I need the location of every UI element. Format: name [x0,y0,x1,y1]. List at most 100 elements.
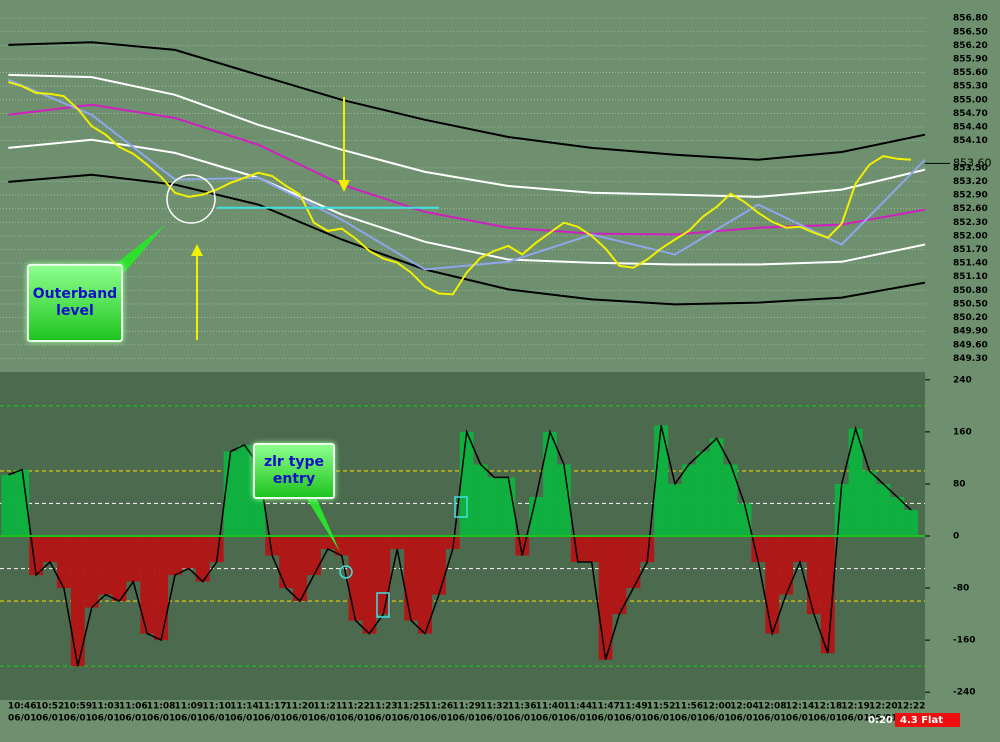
histogram-bar [418,536,432,634]
histogram-bar [1,474,16,536]
position-box [895,713,960,727]
histogram-bar [84,536,99,608]
x-tick-label: 11:36 [508,702,537,712]
x-date-label: 06/01 [64,714,92,724]
y-tick-label: 855.30 [953,82,988,92]
price-line [7,78,926,271]
histogram-bar [487,477,502,536]
y-tick-label: 849.90 [953,327,988,337]
x-date-label: 06/01 [369,714,397,724]
histogram-bar [556,464,571,536]
x-tick-label: 11:17 [258,702,287,712]
histogram-bar [376,536,391,615]
x-tick-label: 11:23 [369,702,398,712]
histogram-bar [348,536,363,621]
histogram-bar [737,503,752,536]
histogram-bar [876,483,891,536]
x-tick-label: 12:08 [758,702,787,712]
position: 4.3 Flat [900,715,943,726]
histogram-bar [237,444,252,536]
histogram-bar [862,470,877,536]
histogram-bar [473,464,488,536]
price-line [8,103,926,236]
y-tick-label: -160 [953,636,976,646]
histogram-bar [598,536,613,660]
y-tick-label: 852.90 [953,191,988,201]
x-tick-label: 11:21 [313,702,342,712]
x-date-label: 06/01 [647,714,675,724]
x-tick-label: 10:59 [63,702,92,712]
histogram-bar [529,496,544,536]
x-tick-label: 12:04 [730,702,759,712]
y-tick-label: 854.10 [953,136,988,146]
y-tick-label: -240 [953,688,976,698]
x-tick-label: 11:14 [230,702,259,712]
price-line [8,81,912,296]
annotation-line: Outerband [32,286,118,302]
callout-pointer [300,488,340,552]
x-tick-label: 10:46 [8,702,37,712]
annotation: Outerband level [27,264,123,342]
y-tick-label: 851.10 [953,272,988,282]
histogram-bar [154,536,169,641]
histogram-bar [279,536,294,589]
histogram-bar [459,431,474,536]
x-date-label: 06/01 [397,714,425,724]
oscillator-axis [925,372,1000,700]
histogram-bar [654,425,669,536]
x-date-label: 06/01 [341,714,369,724]
x-date-label: 06/01 [202,714,230,724]
histogram-bar [779,536,794,595]
y-tick-label: 850.50 [953,299,988,309]
histogram-bar [56,536,71,589]
arrow-head [338,180,350,192]
price-layer: 849.30 849.60 849.90 850.20 850.50 850.80 851.… [0,14,992,364]
x-date-label: 06/01 [758,714,786,724]
price-panel [0,0,1000,372]
x-date-label: 06/01 [536,714,564,724]
x-tick-label: 11:32 [480,702,509,712]
entry-box [454,496,468,518]
histogram-bar [612,536,627,615]
x-tick-label: 11:03 [91,702,120,712]
y-tick-label: 849.60 [953,340,988,350]
y-tick-label: 851.40 [953,259,988,269]
histogram-bar [126,536,141,582]
x-date-label: 06/01 [230,714,258,724]
histogram-bar [390,536,405,550]
x-date-label: 06/01 [119,714,147,724]
oscillator-line [8,425,912,667]
histogram-bar [640,536,655,563]
x-date-label: 06/01 [591,714,619,724]
x-tick-label: 10:52 [36,702,65,712]
x-date-label: 06/01 [258,714,286,724]
histogram-bar [195,536,210,582]
x-date-label: 06/01 [8,714,36,724]
x-tick-label: 11:09 [175,702,204,712]
y-tick-label: 856.50 [953,27,988,37]
entry-circle [339,565,353,579]
annotation-shapes [110,97,468,618]
x-date-label: 06/01 [730,714,758,724]
histogram-bar [362,536,377,634]
y-tick-label: 855.90 [953,54,988,64]
x-tick-label: 12:18 [813,702,842,712]
x-tick-label: 11:08 [147,702,176,712]
x-tick-label: 11:20 [286,702,315,712]
y-tick-label: 855.00 [953,95,988,105]
time-axis [0,700,1000,742]
x-date-label: 06/01 [286,714,314,724]
price-line [8,173,926,306]
x-tick-label: 12:20 [869,702,898,712]
histogram-bar [820,536,835,654]
histogram-bar [890,496,905,536]
histogram-bar [793,536,807,563]
histogram-bar [723,464,738,536]
x-date-label: 06/01 [619,714,647,724]
x-date-label: 06/01 [36,714,64,724]
x-tick-label: 12:14 [786,702,815,712]
histogram-bar [70,536,85,667]
histogram-bar [584,536,599,563]
